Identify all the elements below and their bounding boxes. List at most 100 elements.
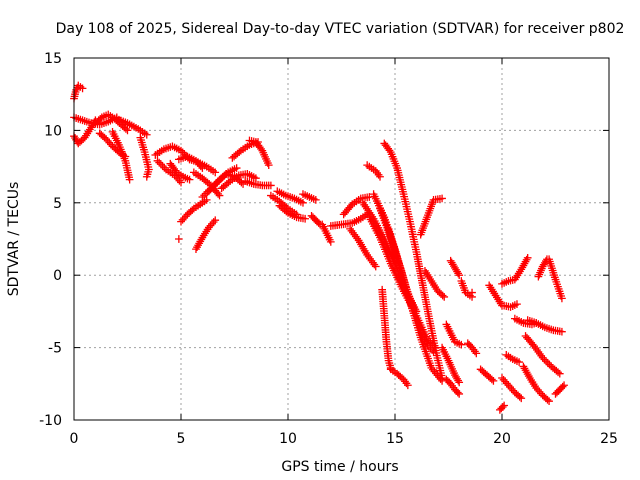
series-arc53: [502, 350, 523, 366]
data-point: [445, 378, 454, 387]
series-arc46: [446, 256, 464, 280]
data-point: [472, 349, 481, 358]
series-arc63: [175, 235, 183, 243]
data-point: [202, 196, 211, 204]
series-arc15: [177, 196, 211, 226]
x-tick-label: 0: [70, 431, 79, 447]
data-point: [440, 293, 449, 301]
data-point: [489, 377, 498, 385]
series-arc25: [275, 201, 309, 223]
data-point: [465, 340, 474, 349]
data-point: [326, 238, 335, 246]
data-point: [500, 401, 508, 410]
series-arc32: [363, 161, 384, 181]
series-arc28: [318, 220, 335, 246]
series-arc11: [166, 159, 194, 184]
data-point: [376, 172, 384, 181]
series-arc06: [108, 127, 134, 184]
series-arc62: [551, 381, 568, 398]
data-point: [438, 194, 446, 203]
grid-lines: [74, 58, 609, 420]
data-point: [496, 406, 504, 414]
y-tick-label: -10: [39, 413, 62, 429]
x-tick-label: 25: [600, 431, 618, 447]
data-point: [560, 381, 568, 390]
data-point: [523, 253, 532, 262]
data-point: [78, 84, 87, 93]
series-arc16: [192, 216, 220, 253]
data-point: [267, 181, 275, 190]
series-arc10: [153, 156, 185, 187]
data-point: [310, 214, 319, 223]
chart-title: Day 108 of 2025, Sidereal Day-to-day VTE…: [56, 21, 625, 37]
data-point: [452, 387, 461, 395]
series-arc49: [476, 365, 498, 385]
data-point: [455, 378, 464, 387]
data-point: [211, 168, 220, 177]
data-point: [311, 196, 320, 204]
series-arc42: [421, 267, 449, 301]
data-point: [232, 164, 241, 172]
series-arc29: [326, 209, 374, 230]
data-point: [468, 288, 476, 297]
series-arc41: [416, 194, 446, 239]
data-point: [142, 130, 151, 139]
series-arc22: [241, 177, 275, 190]
data-point: [558, 294, 566, 303]
data-point: [438, 374, 446, 382]
data-point: [558, 382, 567, 391]
series-arc48: [463, 339, 481, 358]
data-point: [442, 375, 451, 384]
series-arc08: [136, 133, 153, 181]
data-point: [175, 235, 183, 243]
series-arc51: [498, 253, 532, 288]
series-arc43: [442, 320, 466, 349]
x-tick-label: 5: [177, 431, 186, 447]
data-point: [498, 403, 507, 411]
data-point: [307, 211, 316, 220]
data-point: [211, 216, 220, 225]
data-point: [463, 339, 472, 348]
data-point: [314, 219, 323, 227]
y-tick-label: 5: [53, 196, 62, 212]
data-point: [301, 214, 309, 223]
data-point: [252, 174, 260, 183]
data-point: [515, 358, 523, 366]
data-point: [555, 385, 564, 394]
data-points: [70, 81, 568, 414]
data-point: [513, 300, 521, 309]
x-tick-label: 20: [493, 431, 511, 447]
data-point: [554, 387, 563, 395]
series-arc55: [498, 374, 526, 403]
data-point: [466, 342, 475, 351]
data-point: [299, 198, 307, 207]
data-point: [497, 404, 506, 413]
series-arc30: [339, 193, 374, 219]
x-axis-label: GPS time / hours: [281, 459, 398, 475]
series-arc50: [485, 281, 506, 310]
axis-ticks: 0 5 10 15 20 25 -10 -5 0 5 10 15: [39, 51, 618, 447]
series-arc44: [438, 343, 464, 387]
data-point: [517, 394, 526, 403]
data-point: [313, 217, 322, 226]
series-arc38: [380, 139, 446, 382]
series-arc58: [521, 332, 564, 378]
data-point: [453, 388, 462, 397]
series-arc54: [496, 401, 508, 414]
y-tick-label: 0: [53, 268, 62, 284]
data-point: [123, 126, 132, 135]
x-tick-label: 10: [279, 431, 297, 447]
data-point: [177, 178, 185, 187]
series-arc45: [442, 375, 464, 398]
data-point: [555, 369, 564, 378]
data-point: [553, 388, 561, 397]
plot-frame: [73, 57, 610, 421]
series-arc39: [378, 285, 395, 372]
y-axis-label: SDTVAR / TECUs: [6, 182, 22, 297]
data-point: [125, 175, 134, 184]
data-point: [455, 390, 464, 398]
series-arc57: [523, 316, 566, 336]
data-point: [455, 271, 464, 280]
series-arc24: [273, 187, 307, 207]
